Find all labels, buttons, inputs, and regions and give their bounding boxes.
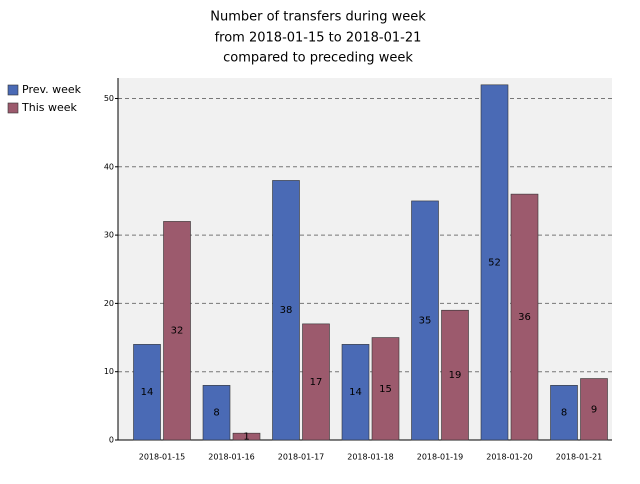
bar bbox=[550, 385, 578, 441]
y-tick-label: 30 bbox=[104, 231, 114, 240]
x-tick-label: 2018-01-16 bbox=[208, 453, 255, 462]
data-label: 8 bbox=[561, 408, 567, 419]
data-label: 15 bbox=[379, 384, 392, 395]
data-label: 19 bbox=[449, 370, 462, 381]
bar bbox=[371, 337, 400, 441]
chart-title: compared to preceding week bbox=[223, 51, 413, 66]
data-label: 17 bbox=[310, 377, 323, 388]
bar bbox=[441, 309, 469, 441]
bar bbox=[580, 378, 608, 441]
y-tick-label: 50 bbox=[104, 94, 114, 103]
data-label: 14 bbox=[141, 387, 154, 398]
bar bbox=[232, 432, 261, 441]
data-label: 8 bbox=[213, 408, 219, 419]
data-label: 14 bbox=[349, 387, 362, 398]
y-tick-label: 40 bbox=[104, 162, 114, 171]
data-label: 9 bbox=[591, 404, 597, 415]
x-tick-label: 2018-01-19 bbox=[417, 453, 464, 462]
bar bbox=[411, 200, 439, 441]
legend-swatch bbox=[7, 84, 19, 96]
y-tick-label: 0 bbox=[109, 436, 114, 445]
bar bbox=[341, 344, 370, 441]
y-tick-label: 20 bbox=[104, 299, 114, 308]
data-label: 1 bbox=[243, 432, 249, 443]
x-tick-label: 2018-01-17 bbox=[278, 453, 325, 462]
y-tick-label: 10 bbox=[104, 367, 114, 376]
bar bbox=[272, 180, 300, 441]
x-tick-label: 2018-01-20 bbox=[486, 453, 533, 462]
bar bbox=[510, 193, 539, 441]
bar bbox=[480, 84, 509, 441]
data-label: 52 bbox=[488, 257, 501, 268]
x-tick-label: 2018-01-18 bbox=[347, 453, 394, 462]
bar bbox=[302, 323, 330, 441]
bar bbox=[163, 221, 191, 441]
x-tick-label: 2018-01-21 bbox=[556, 453, 603, 462]
bar bbox=[202, 385, 231, 441]
legend-label: Prev. week bbox=[22, 83, 82, 96]
legend-swatch bbox=[7, 102, 19, 114]
data-label: 35 bbox=[419, 315, 432, 326]
data-label: 32 bbox=[171, 326, 184, 337]
chart-title: from 2018-01-15 to 2018-01-21 bbox=[215, 31, 422, 46]
x-tick-label: 2018-01-15 bbox=[139, 453, 186, 462]
data-label: 36 bbox=[518, 312, 531, 323]
chart-title: Number of transfers during week bbox=[210, 10, 426, 25]
data-label: 38 bbox=[280, 305, 293, 316]
legend-label: This week bbox=[21, 101, 78, 114]
bar bbox=[133, 344, 161, 441]
